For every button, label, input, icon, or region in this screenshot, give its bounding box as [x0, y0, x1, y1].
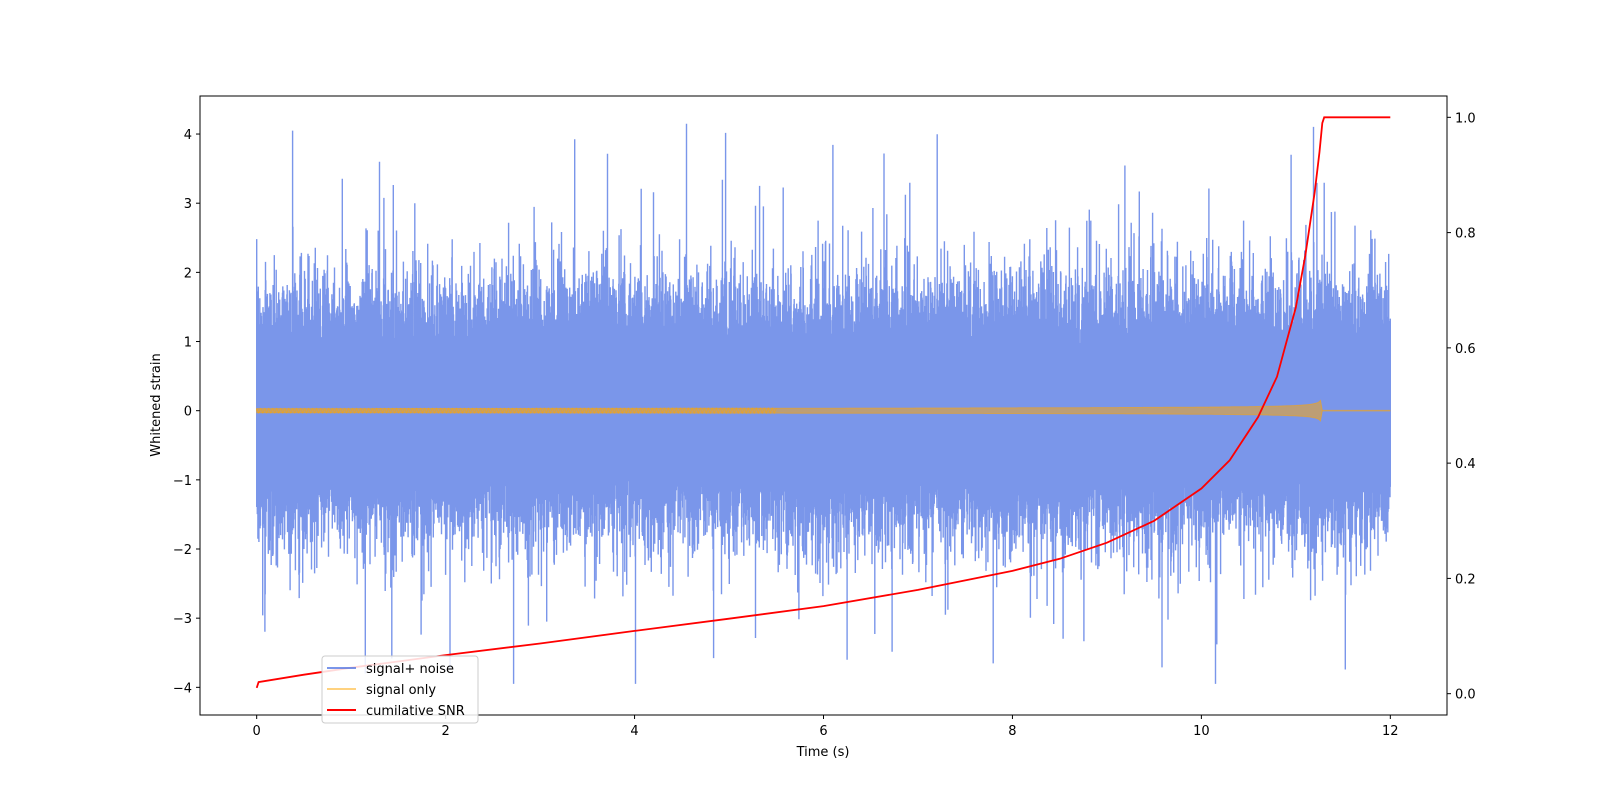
y-tick-label: 4 [184, 128, 192, 143]
y-axis-label: Whitened strain [149, 353, 164, 456]
y-axis-ticks: −4 −3 −2 −1 0 1 2 3 4 [173, 128, 200, 696]
signal-noise-series [256, 123, 1391, 684]
signal-only-series [256, 399, 1391, 423]
cumulative-snr-series [255, 116, 1391, 689]
legend-box [321, 655, 479, 724]
legend-label-signal-noise: signal+ noise [366, 662, 454, 677]
x-axis-label: Time (s) [796, 745, 850, 760]
legend-label-cumulative-snr: cumilative SNR [366, 704, 465, 719]
y-tick-label: −3 [173, 612, 192, 627]
x-tick-label: 8 [1008, 724, 1016, 739]
y2-tick-label: 0.0 [1455, 688, 1476, 703]
legend-label-signal-only: signal only [366, 683, 436, 698]
y-tick-label: −4 [173, 681, 192, 696]
x-tick-label: 2 [441, 724, 449, 739]
y-tick-label: 2 [184, 266, 192, 281]
x-tick-label: 12 [1382, 724, 1399, 739]
x-tick-label: 4 [630, 724, 638, 739]
y-tick-label: −2 [173, 543, 192, 558]
x-tick-label: 10 [1193, 724, 1210, 739]
y2-tick-label: 0.8 [1455, 227, 1476, 242]
legend: signal+ noise signal only cumilative SNR [321, 655, 479, 724]
x-tick-label: 0 [253, 724, 261, 739]
cumulative-snr-line [255, 116, 1391, 689]
signal-noise-line [256, 123, 1391, 684]
y2-tick-label: 0.2 [1455, 572, 1476, 587]
signal-only-oscillation [256, 406, 777, 415]
y2-axis-ticks: 0.0 0.2 0.4 0.6 0.8 1.0 [1447, 111, 1476, 703]
y2-tick-label: 1.0 [1455, 111, 1476, 126]
y-tick-label: 0 [184, 405, 192, 420]
y2-tick-label: 0.6 [1455, 342, 1476, 357]
y-tick-label: −1 [173, 474, 192, 489]
y-tick-label: 3 [184, 197, 192, 212]
x-axis-ticks: 0 2 4 6 8 10 12 [253, 715, 1399, 739]
x-tick-label: 6 [819, 724, 827, 739]
y-tick-label: 1 [184, 336, 192, 351]
y2-tick-label: 0.4 [1455, 457, 1476, 472]
